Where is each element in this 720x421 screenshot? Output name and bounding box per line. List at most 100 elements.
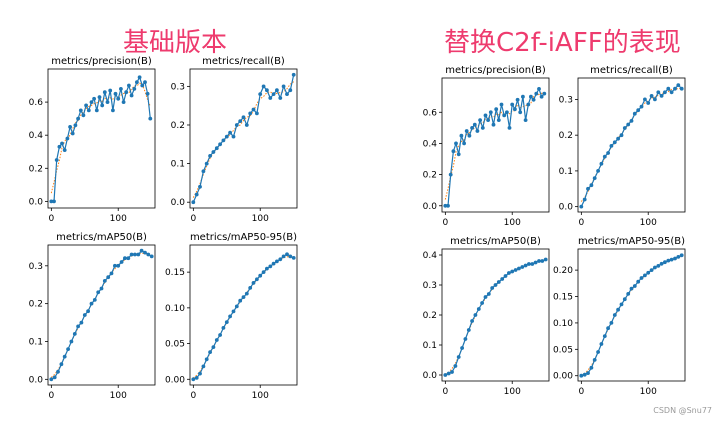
x-tick-label: 100 [110, 214, 127, 224]
data-point [599, 161, 604, 166]
data-point [496, 118, 501, 122]
y-tick-label: 0.4 [423, 251, 438, 261]
data-point [70, 131, 75, 136]
data-point [676, 83, 681, 87]
y-tick-label: 0.05 [165, 340, 185, 350]
data-point [285, 252, 289, 257]
data-point [530, 262, 535, 266]
data-point [459, 133, 464, 138]
data-point [66, 347, 70, 351]
data-point [472, 122, 477, 127]
y-tick-label: 0.0 [423, 371, 438, 381]
data-point [129, 252, 134, 257]
data-point [97, 95, 102, 99]
data-point [281, 254, 286, 259]
data-point [69, 339, 74, 344]
data-point [135, 80, 139, 85]
series-line [192, 74, 295, 203]
data-point [84, 103, 88, 108]
data-point [467, 133, 472, 138]
data-point [586, 186, 590, 191]
data-point [579, 204, 584, 209]
data-point [148, 116, 153, 121]
data-point [639, 276, 644, 280]
data-point [659, 94, 664, 98]
data-point [451, 149, 456, 154]
data-point [248, 286, 253, 290]
x-tick-label: 0 [578, 218, 584, 228]
heading-baseline: 基础版本 [123, 28, 228, 58]
data-point [496, 280, 501, 284]
data-point [255, 277, 259, 282]
data-point [599, 342, 604, 346]
y-tick-label: 0.10 [165, 304, 185, 314]
plot-frame [47, 68, 156, 209]
data-point [612, 140, 617, 145]
data-point [81, 113, 86, 118]
data-point [194, 376, 199, 380]
data-point [609, 321, 614, 325]
data-point [126, 83, 131, 88]
data-point [204, 161, 209, 166]
data-point [268, 96, 273, 100]
data-point [119, 260, 124, 264]
data-point [59, 362, 64, 367]
data-point [523, 263, 528, 268]
y-tick-label: 0.2 [423, 311, 437, 321]
data-point [268, 264, 273, 269]
data-point [121, 100, 126, 104]
data-point [143, 250, 147, 255]
data-point [140, 83, 145, 88]
x-tick-label: 100 [640, 218, 657, 228]
data-point [622, 126, 627, 130]
data-point [113, 263, 117, 268]
data-point [52, 199, 56, 204]
data-point [531, 97, 536, 102]
data-point [244, 291, 249, 296]
data-point [234, 304, 239, 309]
chart-title: metrics/precision(B) [51, 56, 152, 67]
data-point [76, 116, 80, 121]
y-tick-label: 0.0 [29, 375, 44, 385]
data-point [73, 123, 78, 128]
chart-title: metrics/precision(B) [445, 65, 546, 76]
x-tick-label: 0 [190, 391, 196, 401]
chart-title: metrics/mAP50-95(B) [190, 232, 297, 243]
data-point [238, 298, 243, 303]
data-point [149, 254, 154, 259]
data-point [643, 97, 647, 102]
chart-panel: metrics/precision(B) 0 100 0.0 0.2 0.4 0.6 [423, 65, 550, 228]
data-point [475, 129, 480, 133]
data-point [265, 266, 269, 271]
data-point [543, 257, 548, 262]
data-point [446, 203, 450, 208]
data-point [255, 111, 259, 116]
data-point [466, 328, 471, 332]
data-point [663, 260, 667, 265]
data-point [659, 261, 664, 266]
data-point [616, 136, 620, 141]
data-point [123, 256, 127, 261]
x-tick-label: 100 [110, 391, 127, 401]
data-point [116, 96, 121, 101]
data-point [60, 141, 64, 146]
data-point [258, 273, 263, 278]
y-tick-label: 0.2 [29, 164, 43, 174]
data-point [278, 96, 283, 100]
data-point [602, 154, 607, 159]
y-tick-label: 0.0 [559, 203, 574, 213]
data-point [251, 281, 256, 285]
data-point [656, 264, 661, 268]
data-point [649, 268, 654, 272]
data-point [198, 371, 202, 376]
data-point [653, 97, 657, 102]
data-point [518, 110, 523, 115]
data-point [486, 118, 490, 122]
data-point [602, 334, 607, 338]
y-tick-label: 0.3 [29, 262, 43, 272]
data-point [463, 337, 468, 341]
data-point [526, 102, 531, 107]
data-point [609, 144, 614, 148]
data-point [453, 364, 458, 368]
data-point [221, 138, 226, 143]
